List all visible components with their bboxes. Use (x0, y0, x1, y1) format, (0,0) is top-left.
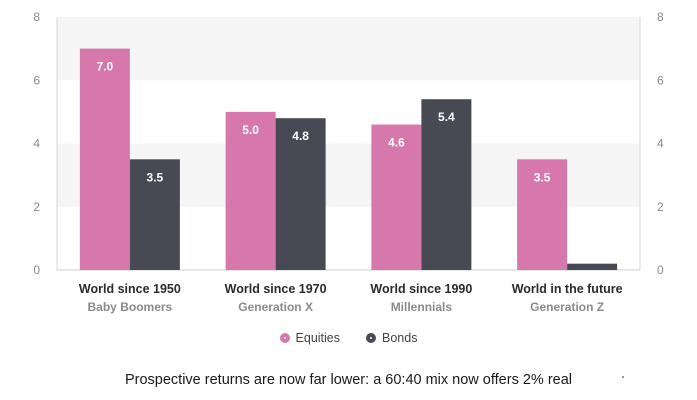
x-category-sublabel-0: Baby Boomers (88, 300, 173, 314)
data-label-bonds-2: 5.4 (438, 110, 455, 124)
legend: Equities Bonds (0, 331, 697, 345)
y-tick-label-left: 8 (33, 10, 40, 24)
y-tick-label-right: 6 (657, 73, 664, 87)
x-category-label-2: World since 1990 (370, 282, 472, 296)
data-label-bonds-0: 3.5 (147, 170, 164, 184)
bar-equities-2 (371, 124, 422, 271)
x-category-label-3: World in the future (512, 282, 623, 296)
data-label-equities-1: 5.0 (242, 123, 259, 137)
data-label-equities-0: 7.0 (97, 60, 114, 74)
legend-item-bonds[interactable]: Bonds (366, 331, 417, 345)
bar-bonds-3 (567, 263, 618, 270)
legend-item-equities[interactable]: Equities (279, 331, 341, 345)
legend-label-bonds: Bonds (382, 331, 418, 345)
bar-equities-0 (79, 48, 130, 270)
equities-swatch-icon (279, 333, 290, 343)
x-category-sublabel-2: Millennials (391, 300, 453, 314)
bar-bonds-1 (275, 118, 326, 270)
y-tick-label-right: 0 (657, 263, 664, 277)
bar-equities-1 (225, 111, 276, 270)
bar-bonds-0 (129, 159, 180, 270)
data-label-bonds-1: 4.8 (292, 129, 309, 143)
decorative-dot (622, 376, 624, 378)
y-tick-label-left: 2 (33, 200, 40, 214)
y-tick-label-left: 4 (33, 137, 40, 151)
y-tick-label-right: 2 (657, 200, 664, 214)
y-tick-label-right: 4 (657, 137, 664, 151)
bar-chart: 0 0 2 2 4 4 6 6 8 8 7.0 3.5 World since 1950 Baby Boo… (33, 10, 664, 314)
bar-bonds-2 (421, 99, 472, 270)
grid-band (57, 17, 640, 81)
y-tick-label-right: 8 (657, 10, 664, 24)
data-label-equities-3: 3.5 (534, 170, 551, 184)
y-tick-label-left: 0 (33, 263, 40, 277)
x-category-sublabel-1: Generation X (238, 300, 313, 314)
data-label-equities-2: 4.6 (388, 136, 405, 150)
legend-label-equities: Equities (295, 331, 341, 345)
bar-equities-3 (517, 159, 568, 270)
bonds-swatch-icon (366, 333, 377, 343)
x-category-label-0: World since 1950 (79, 282, 181, 296)
x-category-sublabel-3: Generation Z (530, 300, 604, 314)
chart-caption: Prospective returns are now far lower: a… (124, 372, 573, 388)
y-tick-label-left: 6 (33, 73, 40, 87)
x-category-label-1: World since 1970 (225, 282, 327, 296)
